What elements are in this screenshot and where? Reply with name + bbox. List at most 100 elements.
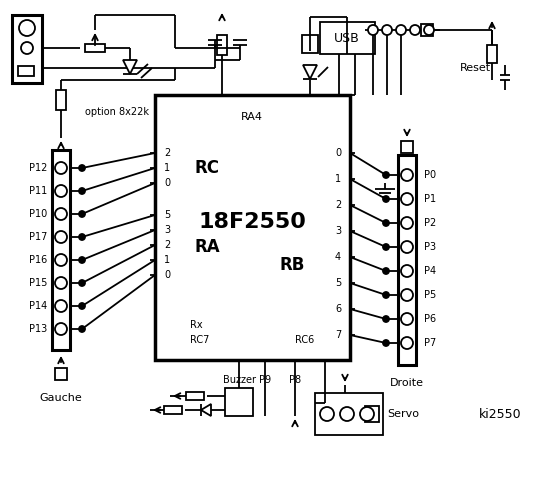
Text: 1: 1 bbox=[335, 174, 341, 184]
Bar bbox=[320, 22, 375, 54]
Text: RB: RB bbox=[280, 256, 305, 274]
Circle shape bbox=[401, 193, 413, 205]
Circle shape bbox=[401, 289, 413, 301]
Circle shape bbox=[79, 211, 85, 217]
Text: P10: P10 bbox=[29, 209, 47, 219]
Circle shape bbox=[55, 162, 67, 174]
Circle shape bbox=[383, 268, 389, 274]
Polygon shape bbox=[201, 404, 211, 416]
Circle shape bbox=[79, 303, 85, 309]
Bar bbox=[186, 392, 204, 400]
Circle shape bbox=[383, 316, 389, 322]
Circle shape bbox=[55, 300, 67, 312]
Circle shape bbox=[396, 25, 406, 35]
Text: 1: 1 bbox=[164, 255, 170, 265]
Circle shape bbox=[79, 257, 85, 263]
Circle shape bbox=[340, 407, 354, 421]
Text: 7: 7 bbox=[335, 330, 341, 340]
Bar bbox=[315, 393, 383, 435]
Circle shape bbox=[401, 313, 413, 325]
Text: P12: P12 bbox=[29, 163, 47, 173]
Polygon shape bbox=[303, 65, 317, 79]
Text: P9: P9 bbox=[259, 375, 271, 385]
Text: USB: USB bbox=[334, 32, 360, 45]
Bar bbox=[56, 90, 66, 110]
Text: P4: P4 bbox=[424, 266, 436, 276]
Text: Droite: Droite bbox=[390, 378, 424, 388]
Text: P8: P8 bbox=[289, 375, 301, 385]
Bar bbox=[55, 368, 67, 380]
Text: P7: P7 bbox=[424, 338, 436, 348]
Circle shape bbox=[55, 231, 67, 243]
Circle shape bbox=[19, 20, 35, 36]
Circle shape bbox=[383, 220, 389, 226]
Text: option 8x22k: option 8x22k bbox=[85, 107, 149, 117]
Text: 18F2550: 18F2550 bbox=[198, 212, 306, 232]
Text: Rx: Rx bbox=[190, 320, 202, 330]
Circle shape bbox=[424, 25, 434, 35]
Bar bbox=[302, 35, 318, 53]
Bar bbox=[155, 95, 350, 360]
Circle shape bbox=[55, 254, 67, 266]
Text: P13: P13 bbox=[29, 324, 47, 334]
Bar bbox=[401, 141, 413, 153]
Circle shape bbox=[401, 217, 413, 229]
Bar bbox=[487, 45, 497, 63]
Text: 2: 2 bbox=[164, 240, 170, 250]
Bar bbox=[12, 15, 42, 83]
Text: P5: P5 bbox=[424, 290, 436, 300]
Text: P3: P3 bbox=[424, 242, 436, 252]
Text: P0: P0 bbox=[424, 170, 436, 180]
Bar bbox=[421, 24, 433, 36]
Bar bbox=[52, 150, 70, 350]
Circle shape bbox=[79, 234, 85, 240]
Circle shape bbox=[382, 25, 392, 35]
Circle shape bbox=[55, 208, 67, 220]
Circle shape bbox=[383, 244, 389, 250]
Text: 4: 4 bbox=[335, 252, 341, 262]
Text: 6: 6 bbox=[335, 304, 341, 314]
Text: Servo: Servo bbox=[387, 409, 419, 419]
Circle shape bbox=[55, 323, 67, 335]
Text: P2: P2 bbox=[424, 218, 436, 228]
Circle shape bbox=[55, 277, 67, 289]
Text: 1: 1 bbox=[164, 163, 170, 173]
Bar bbox=[18, 66, 34, 76]
Circle shape bbox=[55, 185, 67, 197]
Text: 3: 3 bbox=[164, 225, 170, 235]
Bar bbox=[398, 155, 416, 365]
Text: RA4: RA4 bbox=[241, 112, 263, 122]
Text: 5: 5 bbox=[335, 278, 341, 288]
Circle shape bbox=[401, 169, 413, 181]
Text: Reset: Reset bbox=[460, 63, 491, 73]
Circle shape bbox=[79, 188, 85, 194]
Circle shape bbox=[21, 42, 33, 54]
Circle shape bbox=[410, 25, 420, 35]
Bar bbox=[225, 388, 253, 416]
Text: 2: 2 bbox=[164, 148, 170, 158]
Text: RA: RA bbox=[195, 238, 221, 256]
Circle shape bbox=[401, 265, 413, 277]
Text: Gauche: Gauche bbox=[40, 393, 82, 403]
Circle shape bbox=[383, 340, 389, 346]
Text: RC: RC bbox=[195, 159, 220, 177]
Polygon shape bbox=[123, 60, 137, 74]
Circle shape bbox=[368, 25, 378, 35]
Bar bbox=[164, 406, 182, 414]
Text: P14: P14 bbox=[29, 301, 47, 311]
Text: P1: P1 bbox=[424, 194, 436, 204]
Text: 0: 0 bbox=[164, 270, 170, 280]
Circle shape bbox=[320, 407, 334, 421]
Text: P16: P16 bbox=[29, 255, 47, 265]
Text: P11: P11 bbox=[29, 186, 47, 196]
Text: RC6: RC6 bbox=[295, 335, 314, 345]
Circle shape bbox=[79, 280, 85, 286]
Text: Buzzer: Buzzer bbox=[222, 375, 255, 385]
Text: P6: P6 bbox=[424, 314, 436, 324]
Bar bbox=[217, 35, 227, 55]
Text: 0: 0 bbox=[164, 178, 170, 188]
Circle shape bbox=[79, 326, 85, 332]
Circle shape bbox=[383, 292, 389, 298]
Text: 0: 0 bbox=[335, 148, 341, 158]
Circle shape bbox=[401, 241, 413, 253]
